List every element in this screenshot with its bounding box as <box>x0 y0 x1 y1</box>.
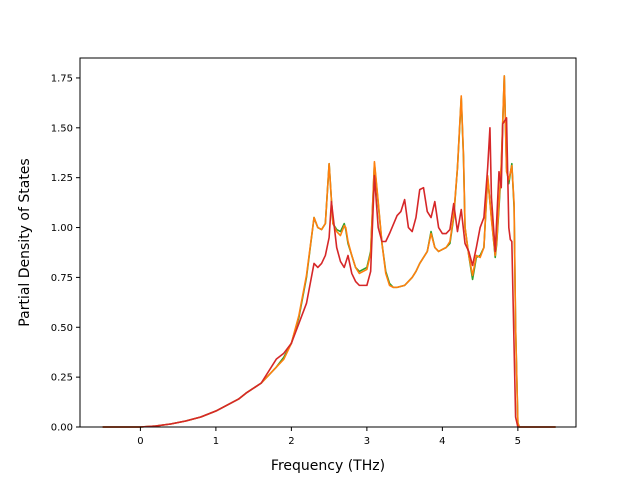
y-tick-label: 1.75 <box>51 73 73 84</box>
x-axis-label: Frequency (THz) <box>271 458 385 474</box>
x-tick-label: 4 <box>439 436 445 447</box>
axes-frame <box>79 57 577 428</box>
y-tick-label: 1.00 <box>51 223 73 234</box>
y-tick-label: 0.25 <box>51 373 73 384</box>
y-tick-label: 0.00 <box>51 423 73 434</box>
y-tick-label: 1.25 <box>51 173 73 184</box>
series-line-3 <box>102 117 556 428</box>
plot-area <box>102 75 556 428</box>
y-tick-label: 1.50 <box>51 123 73 134</box>
x-tick-label: 3 <box>364 436 370 447</box>
y-tick-label: 0.50 <box>51 323 73 334</box>
series-line-2 <box>102 75 556 428</box>
x-tick-label: 5 <box>515 436 521 447</box>
y-axis-label: Partial Density of States <box>17 158 33 326</box>
series-line-1 <box>102 75 556 428</box>
y-axis-ticks: 0.00 0.25 0.50 0.75 1.00 1.25 1.50 1.75 <box>51 73 80 434</box>
x-axis-ticks: 0 1 2 3 4 5 <box>137 427 521 447</box>
x-tick-label: 1 <box>213 436 219 447</box>
y-tick-label: 0.75 <box>51 273 73 284</box>
x-tick-label: 2 <box>288 436 294 447</box>
x-tick-label: 0 <box>137 436 143 447</box>
